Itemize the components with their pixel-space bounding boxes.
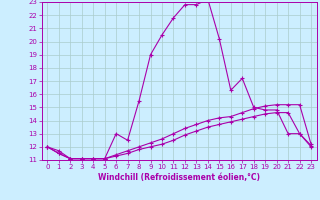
- X-axis label: Windchill (Refroidissement éolien,°C): Windchill (Refroidissement éolien,°C): [98, 173, 260, 182]
